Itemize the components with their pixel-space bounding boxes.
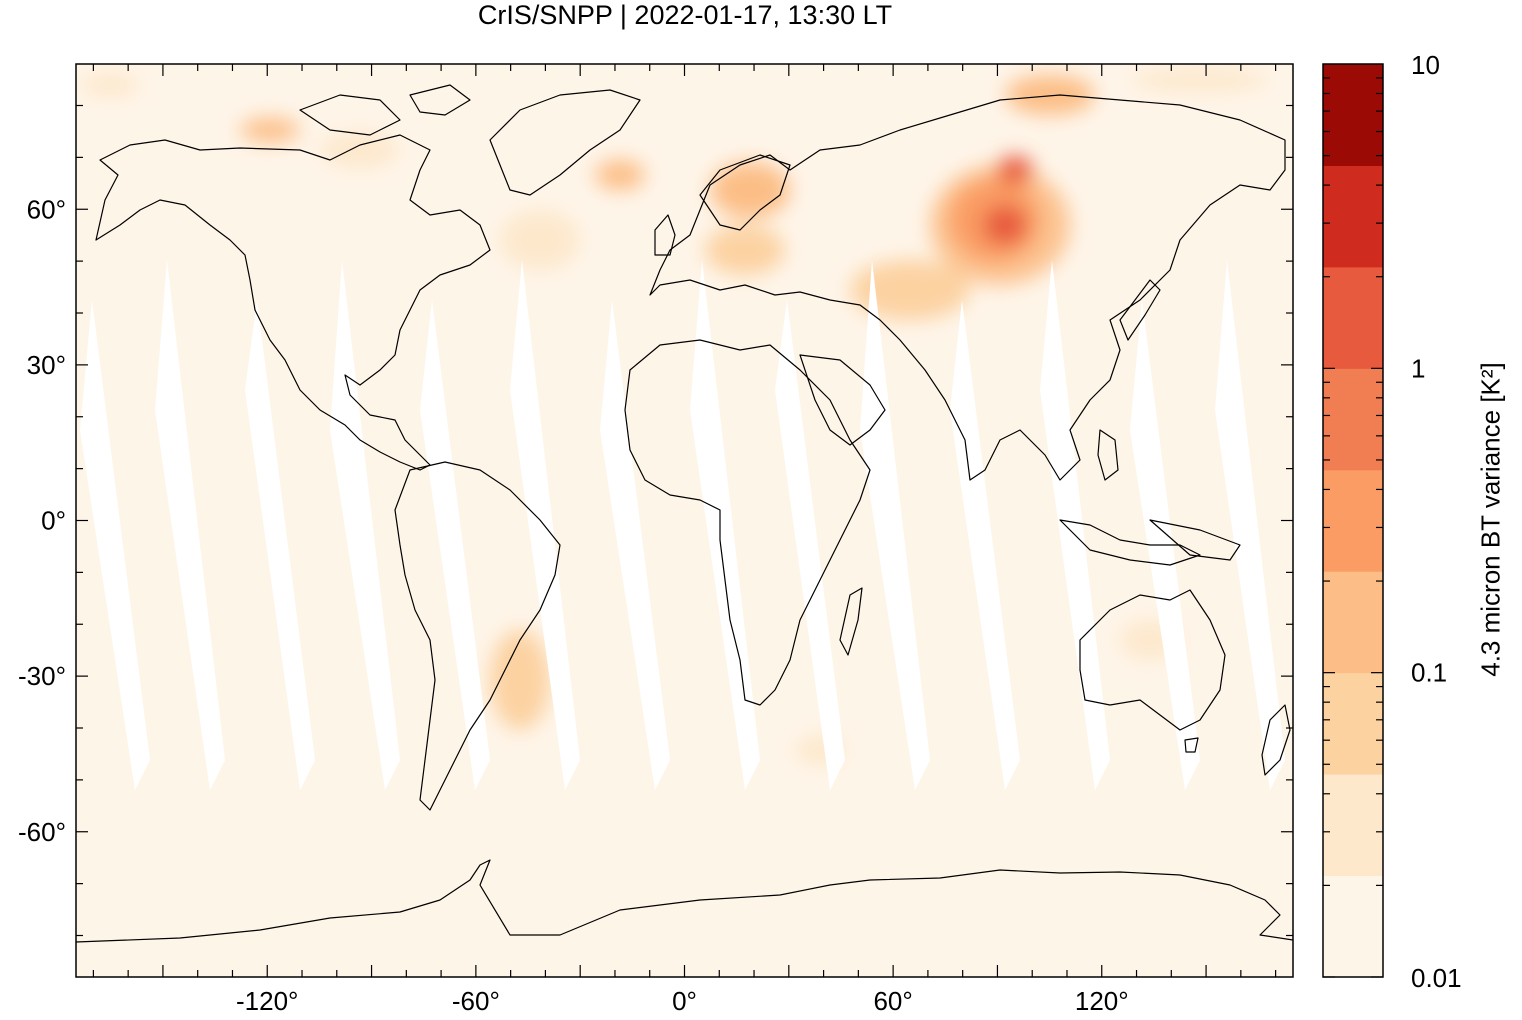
swath-gap <box>600 300 670 790</box>
swath-gap <box>860 260 930 790</box>
longitude-axis: -120° -60° 0° 60° 120° <box>92 64 1277 1016</box>
colorbar-bin <box>1323 571 1383 674</box>
lon-tick-label: -120° <box>236 986 298 1016</box>
colorbar-bins <box>1323 64 1383 978</box>
swath-gap <box>245 300 315 790</box>
colorbar-tick-label: 1 <box>1411 353 1425 383</box>
swath-gaps <box>80 260 1285 790</box>
map-title: CrIS/SNPP | 2022-01-17, 13:30 LT <box>477 0 893 30</box>
swath-gap <box>690 260 760 790</box>
swath-gap <box>1040 260 1110 790</box>
colorbar-bin <box>1323 368 1383 471</box>
lat-tick-label: -60° <box>18 817 66 847</box>
colorbar-bin <box>1323 165 1383 268</box>
colorbar-ticks: 10 1 0.1 0.01 <box>1323 50 1462 993</box>
swath-gap <box>510 260 580 790</box>
map-panel <box>76 64 1293 977</box>
lon-tick-label: 120° <box>1075 986 1129 1016</box>
colorbar: 10 1 0.1 0.01 <box>1322 50 1462 993</box>
coastlines <box>76 84 1293 943</box>
colorbar-bin <box>1323 774 1383 877</box>
lat-tick-label: 0° <box>41 506 66 536</box>
variance-field <box>80 68 1270 765</box>
colorbar-label-anchor: 4.3 micron BT variance [K²] <box>1476 362 1506 677</box>
swath-gap <box>80 300 150 790</box>
map-background <box>76 64 1293 977</box>
swath-gap <box>420 300 490 790</box>
colorbar-tick-label: 10 <box>1411 50 1440 80</box>
lon-tick-label: -60° <box>452 986 500 1016</box>
lat-tick-label: -30° <box>18 661 66 691</box>
colorbar-bin <box>1323 875 1383 978</box>
colorbar-frame <box>1322 63 1384 978</box>
lon-tick-label: 0° <box>672 986 697 1016</box>
swath-gap <box>950 300 1020 790</box>
colorbar-tick-label: 0.1 <box>1411 658 1447 688</box>
colorbar-bin <box>1323 266 1383 369</box>
latitude-axis: 60° 30° 0° -30° -60° <box>18 104 1293 937</box>
colorbar-bin <box>1323 64 1383 166</box>
lat-tick-label: 30° <box>27 350 66 380</box>
swath-gap <box>1215 260 1285 790</box>
lat-tick-label: 60° <box>27 194 66 224</box>
colorbar-bin <box>1323 672 1383 775</box>
swath-gap <box>775 300 845 790</box>
lon-tick-label: 60° <box>873 986 912 1016</box>
swath-gap <box>155 260 225 790</box>
swath-gap <box>330 260 400 790</box>
colorbar-label: 4.3 micron BT variance [K²] <box>1475 362 1506 677</box>
colorbar-bin <box>1323 469 1383 572</box>
colorbar-tick-label: 0.01 <box>1411 963 1462 993</box>
